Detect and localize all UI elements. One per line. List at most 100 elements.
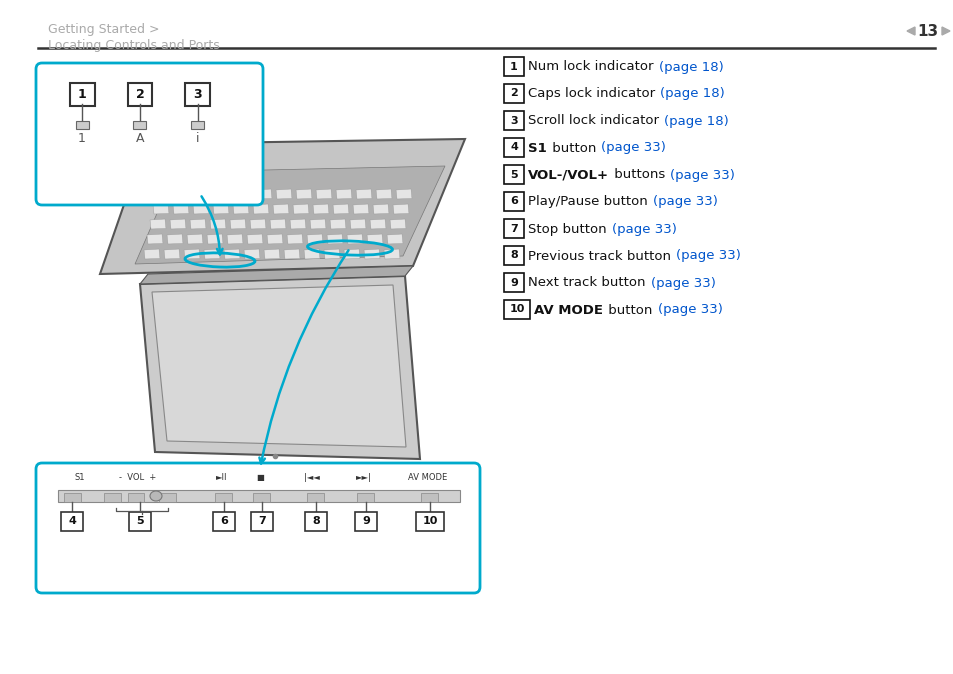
Text: AV MODE: AV MODE	[534, 303, 602, 317]
FancyBboxPatch shape	[129, 512, 151, 531]
FancyBboxPatch shape	[503, 246, 523, 265]
Text: Play/Pause button: Play/Pause button	[527, 195, 651, 208]
Text: ►II: ►II	[216, 473, 228, 482]
Polygon shape	[144, 249, 160, 259]
Polygon shape	[287, 234, 303, 244]
Text: (page 33): (page 33)	[657, 303, 721, 317]
Polygon shape	[330, 219, 346, 229]
Text: (page 33): (page 33)	[650, 276, 715, 290]
Polygon shape	[156, 189, 172, 199]
Polygon shape	[140, 276, 419, 459]
Text: 6: 6	[220, 516, 228, 526]
Polygon shape	[193, 204, 209, 214]
Polygon shape	[344, 249, 359, 259]
Text: (page 18): (page 18)	[663, 115, 728, 127]
FancyBboxPatch shape	[503, 111, 523, 130]
Polygon shape	[307, 234, 323, 244]
Text: Next track button: Next track button	[527, 276, 649, 290]
Polygon shape	[253, 204, 269, 214]
Text: 8: 8	[312, 516, 319, 526]
FancyBboxPatch shape	[64, 493, 80, 501]
Polygon shape	[164, 249, 180, 259]
Polygon shape	[147, 234, 163, 244]
Text: 2: 2	[510, 88, 517, 98]
Polygon shape	[324, 249, 339, 259]
Text: buttons: buttons	[609, 168, 669, 181]
Polygon shape	[310, 219, 326, 229]
Polygon shape	[390, 219, 406, 229]
Polygon shape	[284, 249, 299, 259]
Polygon shape	[247, 234, 263, 244]
FancyBboxPatch shape	[416, 512, 443, 531]
FancyBboxPatch shape	[357, 493, 375, 501]
Text: 2: 2	[135, 88, 144, 100]
FancyBboxPatch shape	[307, 493, 324, 501]
Text: 1: 1	[77, 88, 87, 100]
Polygon shape	[224, 249, 240, 259]
Polygon shape	[313, 204, 329, 214]
Polygon shape	[190, 219, 206, 229]
Polygon shape	[204, 249, 220, 259]
Text: 4: 4	[68, 516, 76, 526]
Text: i: i	[196, 133, 199, 146]
FancyBboxPatch shape	[503, 138, 523, 157]
Text: AV MODE: AV MODE	[408, 473, 447, 482]
Polygon shape	[387, 234, 402, 244]
Polygon shape	[333, 204, 349, 214]
Text: Stop button: Stop button	[527, 222, 610, 235]
Text: 10: 10	[509, 305, 524, 315]
Polygon shape	[235, 189, 252, 199]
FancyBboxPatch shape	[70, 82, 94, 106]
FancyBboxPatch shape	[503, 273, 523, 292]
Polygon shape	[215, 189, 232, 199]
FancyBboxPatch shape	[36, 63, 263, 205]
Polygon shape	[367, 234, 382, 244]
FancyBboxPatch shape	[128, 493, 144, 501]
Polygon shape	[395, 189, 412, 199]
Polygon shape	[152, 204, 169, 214]
Polygon shape	[150, 219, 166, 229]
Text: 1: 1	[510, 61, 517, 71]
Text: Scroll lock indicator: Scroll lock indicator	[527, 115, 662, 127]
Text: -  VOL  +: - VOL +	[119, 473, 156, 482]
Polygon shape	[173, 169, 260, 194]
Text: 8: 8	[510, 251, 517, 260]
FancyBboxPatch shape	[213, 512, 234, 531]
Polygon shape	[370, 219, 386, 229]
FancyBboxPatch shape	[503, 84, 523, 103]
Polygon shape	[152, 285, 406, 447]
FancyBboxPatch shape	[503, 165, 523, 184]
FancyBboxPatch shape	[128, 82, 152, 106]
Text: Previous track button: Previous track button	[527, 249, 675, 262]
Text: 5: 5	[136, 516, 144, 526]
Polygon shape	[170, 219, 186, 229]
Polygon shape	[210, 219, 226, 229]
FancyBboxPatch shape	[75, 121, 89, 129]
Text: Locating Controls and Ports: Locating Controls and Ports	[48, 39, 219, 52]
Polygon shape	[347, 234, 363, 244]
Text: |◄◄: |◄◄	[304, 473, 319, 482]
Polygon shape	[373, 204, 389, 214]
Polygon shape	[293, 204, 309, 214]
Text: Getting Started >: Getting Started >	[48, 23, 159, 36]
Polygon shape	[233, 204, 249, 214]
Polygon shape	[350, 219, 366, 229]
Polygon shape	[227, 234, 243, 244]
Polygon shape	[250, 219, 266, 229]
Text: A: A	[135, 133, 144, 146]
FancyBboxPatch shape	[253, 493, 271, 501]
Text: button: button	[547, 142, 599, 154]
Text: S1: S1	[74, 473, 85, 482]
FancyBboxPatch shape	[159, 493, 176, 501]
Polygon shape	[213, 204, 229, 214]
Text: Num lock indicator: Num lock indicator	[527, 61, 657, 73]
Text: (page 18): (page 18)	[659, 88, 724, 100]
FancyBboxPatch shape	[133, 121, 147, 129]
Polygon shape	[195, 189, 212, 199]
Polygon shape	[187, 234, 203, 244]
Polygon shape	[167, 234, 183, 244]
Polygon shape	[135, 166, 444, 264]
Polygon shape	[327, 234, 343, 244]
Polygon shape	[295, 189, 312, 199]
Text: (page 33): (page 33)	[600, 142, 665, 154]
